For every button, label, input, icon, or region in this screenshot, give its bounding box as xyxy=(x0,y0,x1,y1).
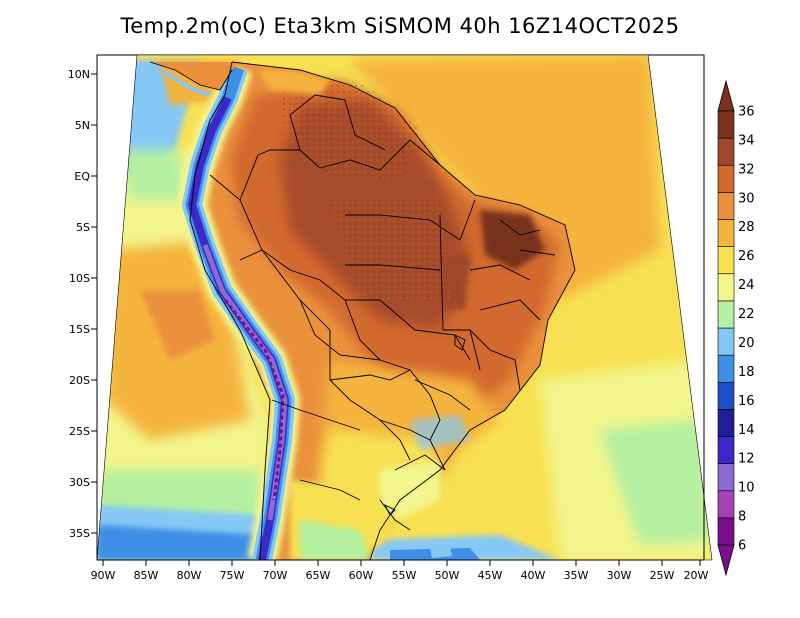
colorbar-label: 24 xyxy=(738,278,755,293)
colorbar-label: 26 xyxy=(738,249,755,264)
colorbar-label: 36 xyxy=(738,105,755,120)
lon-label: 45W xyxy=(478,569,503,582)
lon-label: 80W xyxy=(177,569,202,582)
colorbar-swatch xyxy=(717,354,735,383)
colorbar-label: 30 xyxy=(738,191,755,206)
colorbar-swatch xyxy=(717,164,735,193)
latitude-axis: 10N 5N EQ 5S 10S 15S 20S 25S 30S 35S xyxy=(68,68,91,540)
lat-label: 25S xyxy=(69,425,90,438)
colorbar-label: 34 xyxy=(738,133,755,148)
colorbar-label: 6 xyxy=(738,539,746,554)
colorbar-swatch xyxy=(717,409,735,437)
lon-label: 30W xyxy=(607,569,632,582)
lon-label: 85W xyxy=(134,569,159,582)
colorbar-label: 22 xyxy=(738,307,755,322)
colorbar: 6 8 10 12 14 16 18 20 22 24 26 28 30 32 34 36 xyxy=(717,79,755,577)
colorbar-swatch xyxy=(717,463,735,492)
lon-label: 70W xyxy=(263,569,288,582)
colorbar-swatch xyxy=(717,246,735,275)
lat-label: 5S xyxy=(76,221,90,234)
lat-label: 30S xyxy=(69,476,90,489)
lon-label: 60W xyxy=(349,569,374,582)
colorbar-swatch xyxy=(717,110,735,139)
longitude-axis: 90W 85W 80W 75W 70W 65W 60W 55W 50W 45W … xyxy=(91,569,709,582)
colorbar-label: 18 xyxy=(738,365,755,380)
lat-label: EQ xyxy=(74,170,90,183)
colorbar-swatch xyxy=(717,517,735,546)
colorbar-label: 8 xyxy=(738,510,746,525)
map-title: Temp.2m(oC) Eta3km SiSMOM 40h 16Z14OCT20… xyxy=(120,14,680,38)
temperature-field xyxy=(97,55,712,560)
lon-label: 50W xyxy=(435,569,460,582)
lon-label: 35W xyxy=(564,569,589,582)
colorbar-swatch xyxy=(717,327,735,356)
lon-label: 90W xyxy=(91,569,116,582)
lon-label: 55W xyxy=(392,569,417,582)
colorbar-label: 16 xyxy=(738,394,755,409)
lat-label: 15S xyxy=(69,323,90,336)
colorbar-label: 10 xyxy=(738,481,755,496)
colorbar-top-arrow xyxy=(717,79,735,112)
colorbar-swatch xyxy=(717,192,735,220)
colorbar-label: 12 xyxy=(738,452,755,467)
colorbar-swatch xyxy=(717,436,735,464)
colorbar-bottom-arrow xyxy=(717,544,735,577)
coastlines-and-borders xyxy=(149,61,576,561)
lon-label: 25W xyxy=(650,569,675,582)
lon-label: 65W xyxy=(306,569,331,582)
colorbar-swatch xyxy=(717,219,735,247)
lat-label: 35S xyxy=(69,527,90,540)
lon-label: 75W xyxy=(220,569,245,582)
lat-label: 20S xyxy=(69,374,90,387)
lon-label: 40W xyxy=(521,569,546,582)
colorbar-swatch xyxy=(717,273,735,302)
colorbar-swatch xyxy=(717,490,735,519)
colorbar-label: 28 xyxy=(738,220,755,235)
colorbar-swatch xyxy=(717,137,735,166)
lat-label: 5N xyxy=(75,119,90,132)
colorbar-label: 14 xyxy=(738,423,755,438)
colorbar-swatch xyxy=(717,381,735,410)
colorbar-label: 20 xyxy=(738,336,755,351)
colorbar-label: 32 xyxy=(738,162,755,177)
lon-label: 20W xyxy=(684,569,709,582)
lat-label: 10N xyxy=(68,68,90,81)
lat-label: 10S xyxy=(69,272,90,285)
colorbar-swatch xyxy=(717,300,735,329)
